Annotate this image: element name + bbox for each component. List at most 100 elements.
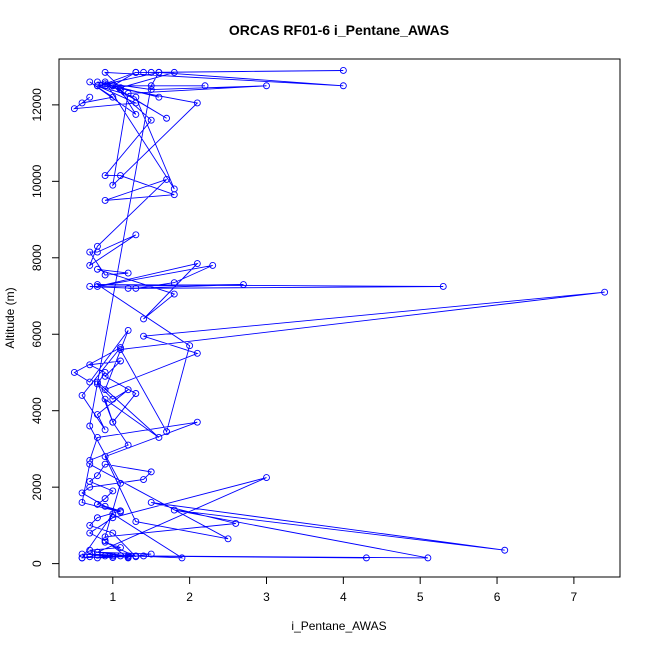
data-point <box>86 550 94 558</box>
data-point <box>93 500 101 508</box>
data-point <box>140 315 147 323</box>
data-point <box>101 271 109 279</box>
data-point <box>86 460 94 468</box>
data-point <box>147 116 155 124</box>
data-point <box>124 284 132 292</box>
data-point <box>147 499 155 506</box>
y-tick-label: 0 <box>30 560 44 567</box>
data-point <box>263 82 270 90</box>
y-tick-label: 4000 <box>30 397 44 424</box>
data-point <box>109 93 117 101</box>
data-point <box>93 514 101 522</box>
series-line <box>72 70 605 559</box>
data-point <box>101 196 109 204</box>
data-point <box>117 508 124 516</box>
data-point <box>78 550 86 558</box>
data-point <box>124 269 132 277</box>
data-point <box>170 290 178 298</box>
data-point <box>147 468 155 476</box>
data-point <box>147 68 155 76</box>
data-point <box>93 380 101 388</box>
data-point <box>93 78 101 86</box>
data-point <box>170 185 178 193</box>
data-point <box>86 361 94 369</box>
data-point <box>109 529 117 537</box>
data-point <box>93 551 101 559</box>
data-point <box>101 172 109 180</box>
data-point <box>124 552 132 560</box>
data-point <box>424 554 432 562</box>
data-point <box>339 82 347 90</box>
data-point <box>70 105 78 113</box>
data-point <box>132 110 140 118</box>
data-point <box>86 456 94 464</box>
data-point <box>439 283 447 290</box>
data-point <box>132 552 140 560</box>
data-point <box>101 82 109 90</box>
data-point <box>86 378 94 386</box>
data-point <box>101 78 109 86</box>
data-point <box>601 288 609 296</box>
data-point <box>132 518 140 526</box>
data-point <box>109 82 117 90</box>
data-point <box>170 68 178 76</box>
x-tick-label: 3 <box>263 590 270 604</box>
data-point <box>339 67 347 74</box>
data-point <box>117 344 124 352</box>
data-point <box>93 434 101 441</box>
data-point <box>101 369 109 376</box>
data-point <box>101 552 109 560</box>
data-point <box>178 554 186 562</box>
data-point <box>193 418 201 426</box>
data-point <box>86 283 94 290</box>
data-point <box>78 489 86 497</box>
x-axis-label: i_Pentane_AWAS <box>291 619 386 633</box>
data-point <box>201 82 209 90</box>
y-tick-label: 2000 <box>30 473 44 500</box>
y-tick-label: 10000 <box>30 164 44 198</box>
data-point <box>147 82 155 90</box>
data-point <box>86 422 94 430</box>
data-point <box>209 261 217 269</box>
data-point <box>170 506 178 514</box>
data-point <box>140 68 147 76</box>
data-point <box>140 476 147 483</box>
data-point <box>117 357 124 365</box>
data-point <box>109 552 117 560</box>
data-point <box>101 495 109 503</box>
data-point <box>163 428 171 436</box>
data-point <box>93 283 101 290</box>
data-point <box>101 426 109 434</box>
data-point <box>101 80 109 88</box>
data-point <box>163 114 171 122</box>
data-point <box>124 386 132 394</box>
data-point <box>86 553 94 561</box>
data-point <box>86 248 94 256</box>
data-point <box>117 172 124 180</box>
data-point <box>147 86 155 94</box>
data-point <box>109 510 117 518</box>
data-point <box>101 537 109 545</box>
data-point <box>70 369 78 376</box>
x-tick-label: 2 <box>186 590 193 604</box>
data-point <box>239 281 247 288</box>
data-point <box>78 391 86 399</box>
data-point <box>193 260 201 267</box>
data-point <box>124 89 132 97</box>
data-point <box>224 535 232 543</box>
y-axis-label: Altitude (m) <box>3 287 17 348</box>
data-point <box>109 181 117 189</box>
x-axis: 1 2 3 4 5 6 7 <box>109 576 578 604</box>
data-point <box>124 554 132 562</box>
data-point <box>132 68 140 76</box>
data-point <box>109 514 117 522</box>
data-point <box>78 554 86 562</box>
data-point <box>155 434 163 441</box>
data-point <box>86 78 94 86</box>
data-point <box>193 349 201 357</box>
points-layer <box>70 67 609 562</box>
data-point <box>86 93 94 101</box>
data-point <box>93 82 101 90</box>
data-point <box>147 550 155 558</box>
x-tick-label: 4 <box>340 590 347 604</box>
